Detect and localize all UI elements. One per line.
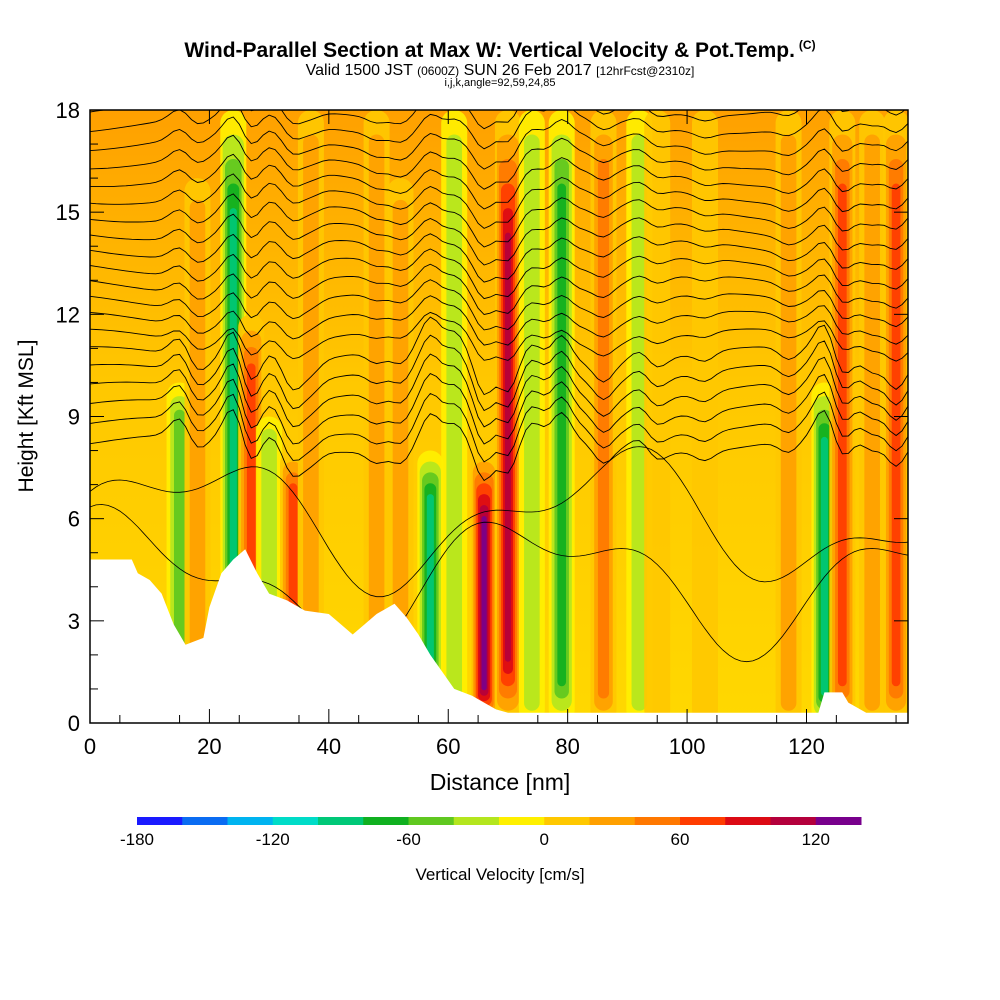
colorbar-swatch-14 bbox=[770, 817, 817, 825]
theta-contour-13 bbox=[90, 193, 908, 248]
colorbar-swatch-1 bbox=[182, 817, 228, 825]
x-tick-label-2: 40 bbox=[317, 734, 341, 759]
colorbar-swatch-9 bbox=[544, 817, 590, 825]
colorbar-tick-2: -60 bbox=[396, 830, 421, 849]
valid-time-prefix: Valid 1500 JST bbox=[305, 62, 413, 79]
axes: 0 20 40 60 80 100 120 0 3 6 9 12 15 18 bbox=[56, 98, 908, 759]
theta-contour-low-0 bbox=[90, 446, 908, 598]
theta-contour-11 bbox=[90, 233, 908, 283]
x-tick-label-1: 20 bbox=[197, 734, 221, 759]
colorbar: -180 -120 -60 0 60 120 bbox=[120, 817, 862, 849]
x-tick-label-4: 80 bbox=[555, 734, 579, 759]
velocity-column-11-level-6 bbox=[481, 515, 487, 691]
colorbar-swatch-12 bbox=[680, 817, 726, 825]
y-tick-label-3: 9 bbox=[68, 405, 80, 430]
velocity-column-22-level-1 bbox=[864, 134, 880, 711]
colorbar-swatch-3 bbox=[272, 817, 319, 825]
chart-title: Wind-Parallel Section at Max W: Vertical… bbox=[0, 38, 1000, 63]
valid-date: SUN 26 Feb 2017 bbox=[463, 62, 592, 79]
plot-area bbox=[90, 110, 908, 723]
theta-contour-19 bbox=[90, 110, 906, 130]
indices-text: i,j,k,angle=92,59,24,85 bbox=[444, 77, 556, 89]
colorbar-swatch-7 bbox=[453, 817, 500, 825]
theta-contour-18 bbox=[90, 110, 908, 150]
chart-subtitle: Valid 1500 JST (0600Z) SUN 26 Feb 2017 [… bbox=[0, 62, 1000, 80]
velocity-column-6-level-1 bbox=[303, 134, 319, 711]
terrain-mask bbox=[90, 549, 908, 723]
x-tick-label-5: 100 bbox=[669, 734, 706, 759]
velocity-column-10-level-1 bbox=[446, 134, 463, 711]
theta-contour-4 bbox=[90, 334, 908, 412]
y-tick-label-6: 18 bbox=[56, 98, 80, 123]
colorbar-tick-0: -180 bbox=[120, 830, 154, 849]
velocity-column-1-level-1 bbox=[189, 199, 206, 713]
velocity-column-16-level-1 bbox=[631, 134, 648, 711]
x-axis-label: Distance [nm] bbox=[430, 769, 571, 795]
theta-contour-2 bbox=[90, 373, 908, 445]
colorbar-swatch-5 bbox=[363, 817, 409, 825]
velocity-column-23-level-3 bbox=[891, 183, 901, 687]
velocity-column-21-level-3 bbox=[837, 183, 847, 687]
velocity-column-12-level-5 bbox=[504, 232, 511, 662]
colorbar-swatch-4 bbox=[318, 817, 364, 825]
theta-contours bbox=[90, 110, 908, 663]
x-tick-label-0: 0 bbox=[84, 734, 96, 759]
chart-indices: i,j,k,angle=92,59,24,85 bbox=[0, 77, 1000, 89]
theta-contour-6 bbox=[90, 311, 908, 362]
colorbar-swatch-0 bbox=[137, 817, 183, 825]
velocity-column-19-level-1 bbox=[780, 134, 797, 711]
velocity-column-15-level-2 bbox=[597, 159, 610, 699]
velocity-column-17-level-0 bbox=[644, 110, 671, 723]
velocity-column-2-level-4 bbox=[229, 208, 237, 674]
colorbar-swatch-10 bbox=[589, 817, 636, 825]
forecast-info: [12hrFcst@2310z] bbox=[596, 64, 695, 78]
x-tick-label-6: 120 bbox=[788, 734, 825, 759]
theta-contour-10 bbox=[90, 248, 908, 300]
theta-contour-7 bbox=[90, 295, 908, 346]
theta-contour-15 bbox=[90, 153, 908, 210]
y-tick-label-2: 6 bbox=[68, 507, 80, 532]
velocity-column-13-level-1 bbox=[524, 134, 540, 711]
copyright-mark: (C) bbox=[798, 38, 816, 52]
colorbar-swatch-8 bbox=[499, 817, 545, 825]
y-tick-label-4: 12 bbox=[56, 302, 80, 327]
y-axis-label: Height [Kft MSL] bbox=[15, 340, 38, 493]
colorbar-swatch-15 bbox=[815, 817, 862, 825]
velocity-column-7-level-1 bbox=[368, 134, 385, 711]
velocity-column-9-level-4 bbox=[426, 494, 434, 702]
y-tick-label-1: 3 bbox=[68, 609, 80, 634]
theta-contour-16 bbox=[90, 134, 908, 190]
velocity-column-8-level-1 bbox=[392, 199, 409, 713]
colorbar-tick-1: -120 bbox=[256, 830, 290, 849]
theta-contour-5 bbox=[90, 316, 908, 396]
colorbar-tick-4: 60 bbox=[671, 830, 690, 849]
valid-time-utc: (0600Z) bbox=[417, 64, 460, 78]
y-tick-label-5: 15 bbox=[56, 200, 80, 225]
theta-contour-1 bbox=[90, 391, 908, 463]
theta-contour-14 bbox=[90, 173, 908, 229]
theta-contour-17 bbox=[90, 116, 908, 170]
colorbar-swatch-13 bbox=[725, 817, 771, 825]
theta-contour-0 bbox=[90, 409, 908, 482]
colorbar-label: Vertical Velocity [cm/s] bbox=[415, 865, 584, 884]
colorbar-swatch-2 bbox=[227, 817, 274, 825]
theta-contour-8 bbox=[90, 279, 908, 331]
y-tick-label-0: 0 bbox=[68, 711, 80, 736]
theta-contour-3 bbox=[90, 353, 908, 428]
chart-title-text: Wind-Parallel Section at Max W: Vertical… bbox=[184, 39, 795, 62]
x-tick-label-3: 60 bbox=[436, 734, 460, 759]
velocity-column-14-level-3 bbox=[557, 183, 567, 687]
colorbar-swatch-11 bbox=[634, 817, 681, 825]
velocity-column-20-level-4 bbox=[820, 436, 828, 696]
colorbar-swatch-6 bbox=[408, 817, 455, 825]
colorbar-tick-5: 120 bbox=[802, 830, 830, 849]
theta-contour-9 bbox=[90, 263, 908, 315]
colorbar-tick-3: 0 bbox=[540, 830, 549, 849]
theta-contour-12 bbox=[90, 213, 908, 266]
